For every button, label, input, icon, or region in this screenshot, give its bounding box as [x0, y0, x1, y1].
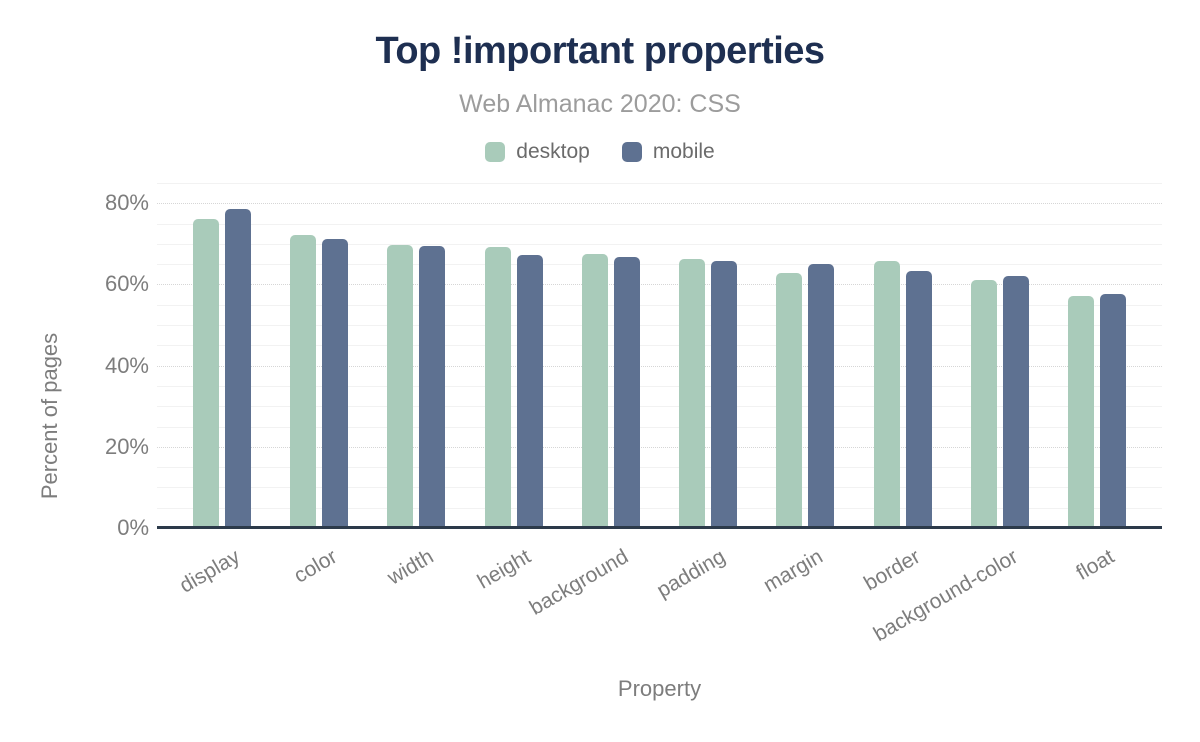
chart-subtitle: Web Almanac 2020: CSS [459, 90, 741, 118]
x-tick-label-color: color [289, 545, 341, 588]
bar-width-mobile[interactable] [419, 245, 446, 528]
y-tick-label-60: 60% [104, 271, 149, 297]
gridline-major [157, 284, 1162, 286]
gridline-minor [157, 507, 1162, 509]
bar-group-background [581, 183, 640, 528]
bar-group-border [873, 183, 932, 528]
bar-padding-desktop[interactable] [679, 258, 706, 528]
legend: desktop mobile [0, 140, 1200, 164]
x-tick-label-width: width [383, 545, 438, 590]
gridline-minor [157, 243, 1162, 245]
bar-background-color-mobile[interactable] [1002, 275, 1029, 528]
bar-border-desktop[interactable] [873, 260, 900, 528]
y-tick-label-0: 0% [117, 515, 149, 540]
y-tick-label-20: 20% [104, 433, 149, 459]
bar-background-desktop[interactable] [581, 254, 608, 528]
y-tick-label-40: 40% [104, 352, 149, 378]
bar-border-mobile[interactable] [905, 271, 932, 528]
bar-group-width [387, 183, 446, 528]
x-axis-line [157, 526, 1162, 529]
x-tick-label-background: background [525, 545, 633, 620]
legend-item-mobile[interactable]: mobile [621, 140, 715, 164]
gridline-minor [157, 183, 1162, 184]
bar-height-mobile[interactable] [516, 254, 543, 528]
x-tick-label-margin: margin [759, 545, 827, 598]
bar-display-desktop[interactable] [193, 219, 219, 528]
plot-area: 0% 20% 40% 60% 80% display color width height ba… [37, 183, 1162, 646]
bar-group-float [1067, 183, 1126, 528]
gridline-minor [157, 223, 1162, 225]
bar-width-desktop[interactable] [387, 244, 414, 528]
x-tick-label-display: display [175, 545, 244, 598]
bar-group-color [290, 183, 349, 528]
gridline-major [157, 203, 1162, 205]
gridline-minor [157, 467, 1162, 469]
bar-height-desktop[interactable] [484, 246, 511, 528]
legend-label-desktop: desktop [516, 140, 590, 163]
bar-display-mobile[interactable] [225, 209, 251, 528]
bar-color-mobile[interactable] [322, 239, 349, 528]
gridline-minor [157, 426, 1162, 428]
bar-group-display [193, 183, 251, 528]
bar-group-background-color [970, 183, 1029, 528]
bar-group-margin [776, 183, 835, 528]
legend-swatch-desktop [485, 142, 506, 162]
gridline-minor [157, 264, 1162, 266]
bar-group-height [484, 183, 543, 528]
gridline-minor [157, 487, 1162, 489]
y-axis-title: Percent of pages [37, 332, 62, 500]
gridline-minor [157, 325, 1162, 327]
bar-background-mobile[interactable] [613, 256, 640, 528]
gridline-minor [157, 385, 1162, 387]
legend-label-mobile: mobile [652, 140, 715, 163]
y-tick-label-80: 80% [104, 190, 149, 216]
gridline-minor [157, 304, 1162, 306]
bar-color-desktop[interactable] [290, 235, 317, 528]
gridline-minor [157, 345, 1162, 347]
bar-float-desktop[interactable] [1067, 295, 1094, 528]
bar-float-mobile[interactable] [1099, 294, 1126, 528]
bars-layer [157, 183, 1162, 528]
bar-group-padding [679, 183, 738, 528]
x-tick-label-border: border [859, 545, 925, 596]
x-tick-label-height: height [474, 545, 536, 594]
gridline-major [157, 446, 1162, 448]
x-tick-label-padding: padding [653, 545, 730, 603]
x-tick-label-float: float [1072, 545, 1119, 585]
bar-padding-mobile[interactable] [711, 260, 738, 528]
bar-margin-mobile[interactable] [808, 263, 835, 528]
legend-item-desktop[interactable]: desktop [485, 140, 590, 164]
gridline-minor [157, 406, 1162, 408]
bar-background-color-desktop[interactable] [970, 280, 997, 528]
bar-margin-desktop[interactable] [776, 272, 803, 528]
gridline-major [157, 365, 1162, 367]
x-axis-title: Property [617, 676, 702, 701]
chart-title: Top !important properties [375, 30, 825, 72]
legend-swatch-mobile [621, 142, 642, 162]
